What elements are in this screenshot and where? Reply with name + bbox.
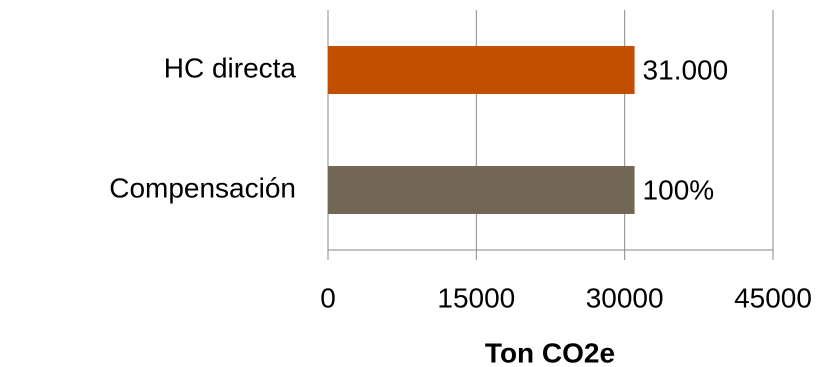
x-tick-label: 0: [320, 282, 336, 313]
bar: [328, 46, 635, 94]
x-tick-label: 45000: [734, 282, 812, 313]
bar: [328, 166, 635, 214]
y-tick-label: HC directa: [164, 52, 297, 83]
x-axis-title: Ton CO2e: [485, 337, 615, 367]
y-tick-label: Compensación: [109, 172, 296, 203]
data-label: 100%: [643, 174, 715, 205]
x-tick-label: 30000: [586, 282, 664, 313]
data-label: 31.000: [643, 54, 729, 85]
x-tick-label: 15000: [437, 282, 515, 313]
